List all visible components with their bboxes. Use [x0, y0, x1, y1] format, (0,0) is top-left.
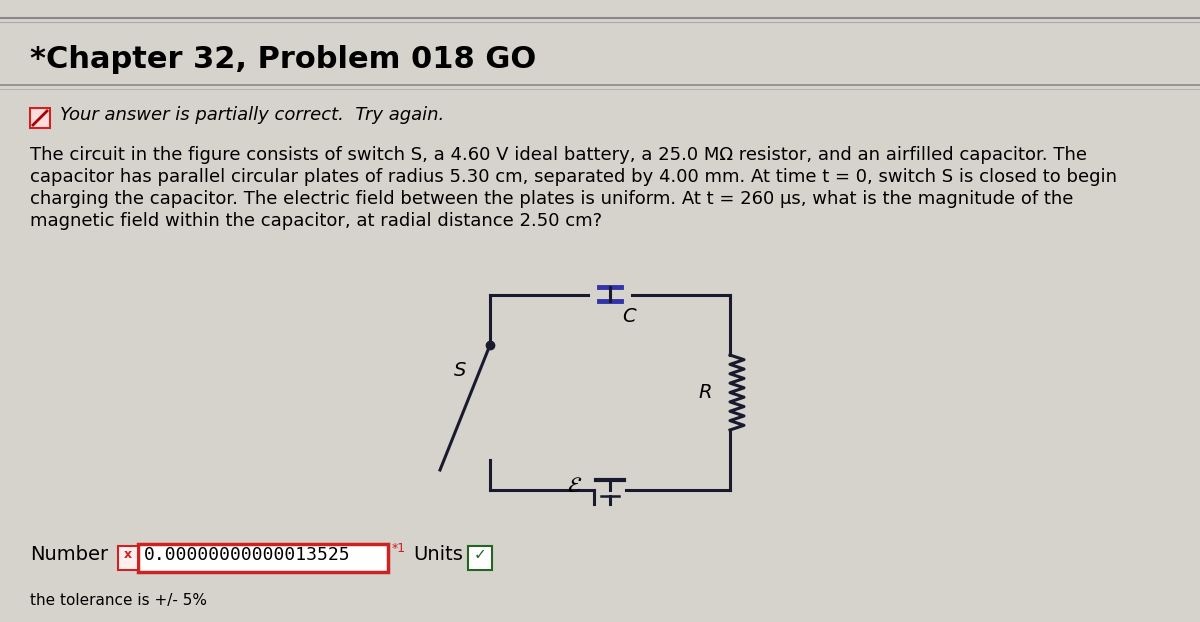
Text: *1: *1 [392, 542, 406, 555]
Text: magnetic field within the capacitor, at radial distance 2.50 cm?: magnetic field within the capacitor, at … [30, 212, 602, 230]
Text: Units: Units [413, 545, 463, 565]
Text: 0.00000000000013525: 0.00000000000013525 [144, 546, 350, 564]
Text: x: x [124, 549, 132, 562]
Bar [118, 546, 138, 570]
Text: charging the capacitor. The electric field between the plates is uniform. At t =: charging the capacitor. The electric fie… [30, 190, 1073, 208]
Text: R: R [698, 383, 712, 401]
Bar [138, 544, 388, 572]
Text: *Chapter 32, Problem 018 GO: *Chapter 32, Problem 018 GO [30, 45, 536, 75]
Text: the tolerance is +/- 5%: the tolerance is +/- 5% [30, 593, 208, 608]
Bar [30, 108, 50, 128]
Text: Your answer is partially correct.  Try again.: Your answer is partially correct. Try ag… [60, 106, 444, 124]
Text: $\mathcal{E}$: $\mathcal{E}$ [566, 476, 582, 496]
Text: Number: Number [30, 545, 108, 565]
Bar [468, 546, 492, 570]
Text: ✓: ✓ [474, 547, 486, 562]
Text: S: S [454, 361, 467, 379]
Text: capacitor has parallel circular plates of radius 5.30 cm, separated by 4.00 mm. : capacitor has parallel circular plates o… [30, 168, 1117, 186]
Text: The circuit in the figure consists of switch S, a 4.60 V ideal battery, a 25.0 M: The circuit in the figure consists of sw… [30, 146, 1087, 164]
Text: C: C [622, 307, 636, 327]
